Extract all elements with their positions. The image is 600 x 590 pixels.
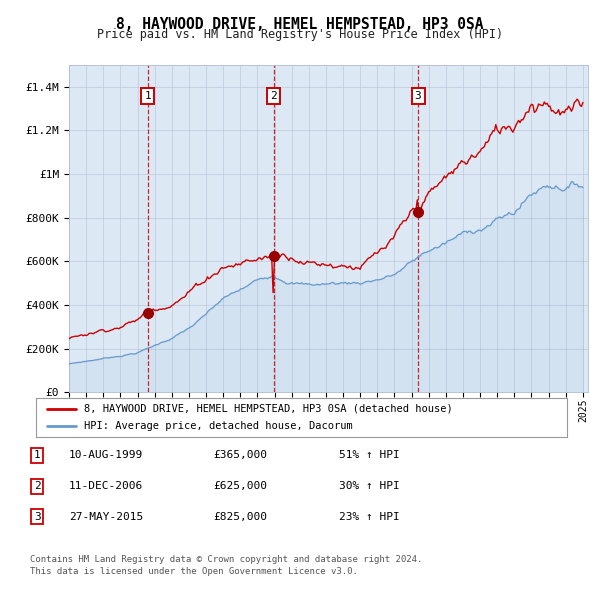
- Text: 3: 3: [34, 512, 41, 522]
- Text: 8, HAYWOOD DRIVE, HEMEL HEMPSTEAD, HP3 0SA: 8, HAYWOOD DRIVE, HEMEL HEMPSTEAD, HP3 0…: [116, 17, 484, 31]
- Text: HPI: Average price, detached house, Dacorum: HPI: Average price, detached house, Daco…: [84, 421, 353, 431]
- Text: 2: 2: [271, 91, 277, 101]
- Text: £625,000: £625,000: [213, 481, 267, 491]
- Text: Contains HM Land Registry data © Crown copyright and database right 2024.: Contains HM Land Registry data © Crown c…: [30, 555, 422, 564]
- Text: 1: 1: [145, 91, 151, 101]
- Text: 8, HAYWOOD DRIVE, HEMEL HEMPSTEAD, HP3 0SA (detached house): 8, HAYWOOD DRIVE, HEMEL HEMPSTEAD, HP3 0…: [84, 404, 452, 414]
- Text: 23% ↑ HPI: 23% ↑ HPI: [339, 512, 400, 522]
- Text: This data is licensed under the Open Government Licence v3.0.: This data is licensed under the Open Gov…: [30, 566, 358, 576]
- Text: £825,000: £825,000: [213, 512, 267, 522]
- Text: 27-MAY-2015: 27-MAY-2015: [69, 512, 143, 522]
- Text: 11-DEC-2006: 11-DEC-2006: [69, 481, 143, 491]
- Text: Price paid vs. HM Land Registry's House Price Index (HPI): Price paid vs. HM Land Registry's House …: [97, 28, 503, 41]
- Text: 30% ↑ HPI: 30% ↑ HPI: [339, 481, 400, 491]
- Text: £365,000: £365,000: [213, 451, 267, 460]
- Text: 3: 3: [415, 91, 421, 101]
- Text: 10-AUG-1999: 10-AUG-1999: [69, 451, 143, 460]
- Text: 1: 1: [34, 451, 41, 460]
- Text: 2: 2: [34, 481, 41, 491]
- Text: 51% ↑ HPI: 51% ↑ HPI: [339, 451, 400, 460]
